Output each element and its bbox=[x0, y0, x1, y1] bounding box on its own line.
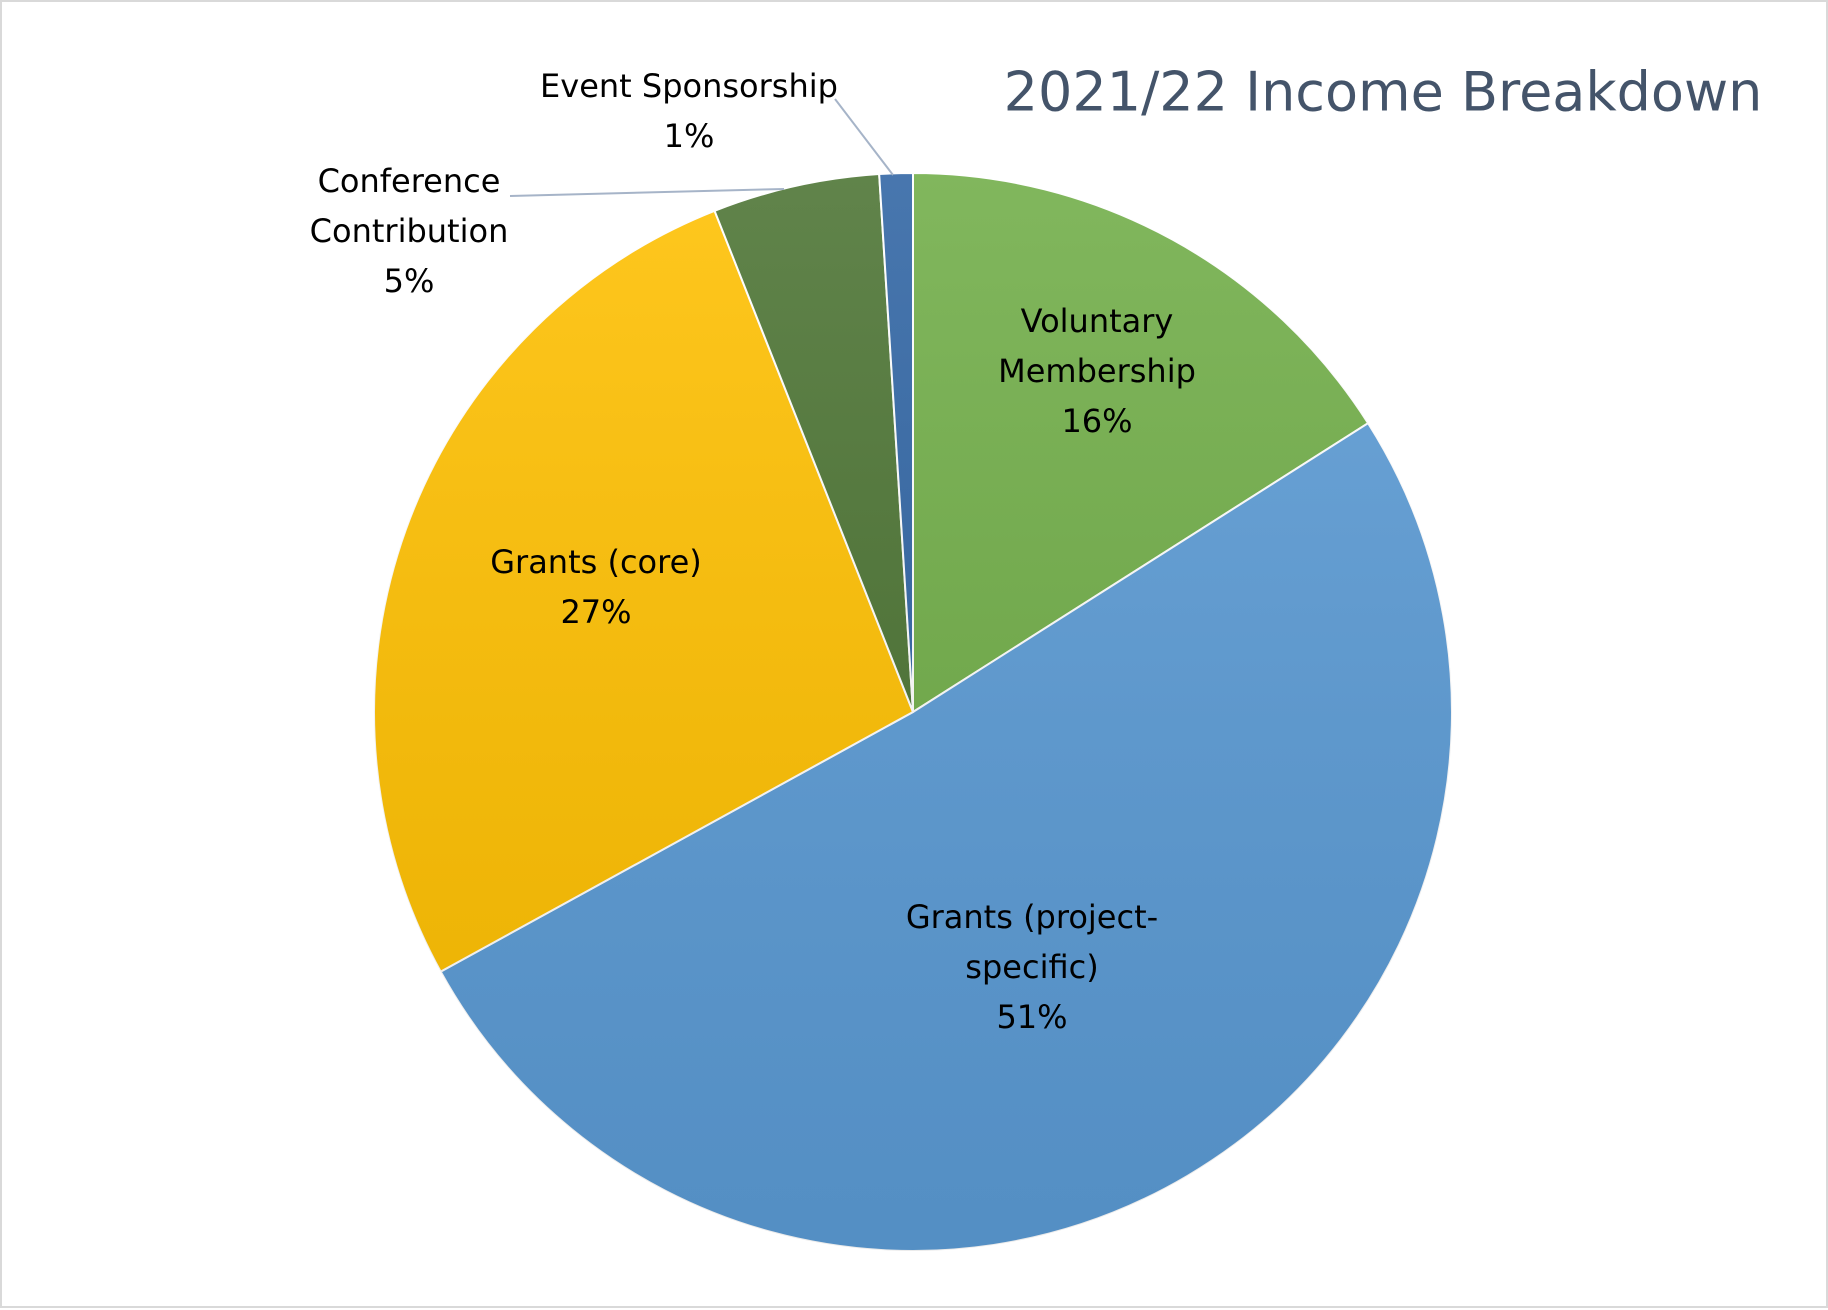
value-label: 16% bbox=[1061, 402, 1132, 440]
value-label: 27% bbox=[560, 593, 631, 631]
chart-title: 2021/22 Income Breakdown bbox=[1004, 61, 1763, 124]
value-label: 5% bbox=[384, 262, 435, 300]
value-label: 51% bbox=[996, 998, 1067, 1036]
pie bbox=[373, 171, 1454, 1253]
category-label: Voluntary Membership bbox=[998, 302, 1196, 390]
data-labels: Voluntary Membership 16% Grants (project-sp… bbox=[310, 67, 1196, 1036]
category-label: Conference Contribution bbox=[310, 162, 509, 250]
category-label: Event Sponsorship bbox=[540, 67, 838, 105]
leader-line bbox=[509, 188, 785, 197]
category-label: Grants (project-specific) bbox=[906, 898, 1158, 986]
value-label: 1% bbox=[664, 117, 715, 155]
category-label: Grants (core) bbox=[490, 543, 702, 581]
leader-line bbox=[834, 98, 894, 176]
